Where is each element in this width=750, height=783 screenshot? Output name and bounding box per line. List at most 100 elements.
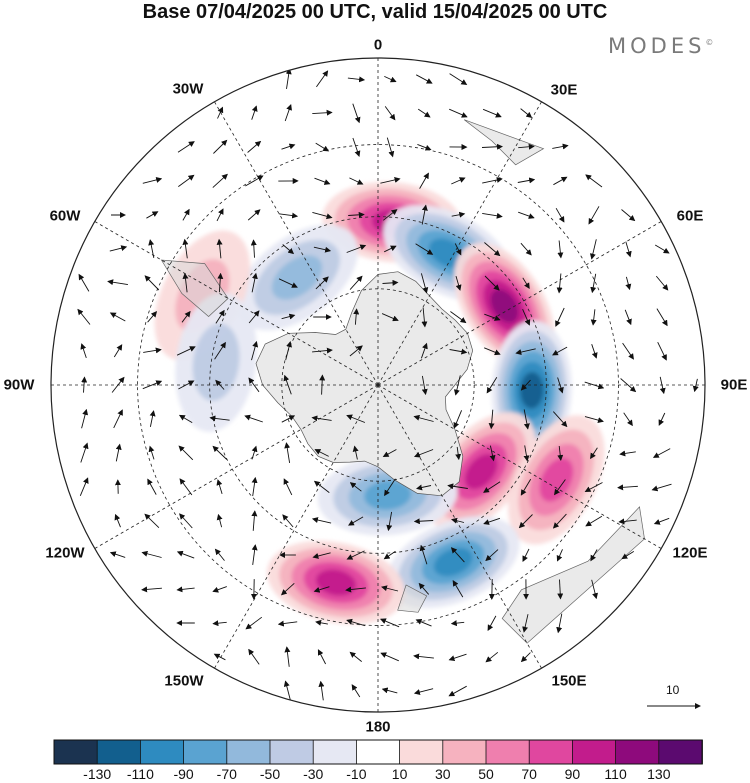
wind-arrow — [621, 209, 636, 222]
wind-arrow — [522, 614, 529, 633]
wind-arrow — [623, 412, 633, 427]
wind-arrow — [81, 376, 88, 393]
wind-arrow — [591, 579, 598, 600]
wind-arrow — [482, 212, 503, 219]
colorbar-tick-label: 50 — [478, 766, 494, 782]
wind-arrow — [415, 243, 434, 255]
wind-arrow — [283, 680, 291, 701]
wind-arrow — [176, 586, 195, 593]
wind-arrow — [552, 411, 568, 428]
wind-arrow — [148, 239, 155, 258]
wind-arrow — [487, 615, 497, 631]
wind-arrow — [283, 374, 292, 395]
wind-arrow — [552, 143, 569, 150]
positive-center-indian-ocean-level-5 — [490, 289, 519, 323]
wind-arrow — [282, 244, 295, 255]
colorbar-segment — [139, 739, 185, 765]
wind-arrow — [353, 308, 360, 325]
wind-arrow — [349, 482, 362, 492]
wind-arrow — [520, 379, 531, 391]
wind-arrow — [417, 108, 431, 118]
wind-arrow — [418, 582, 430, 595]
wind-arrow — [182, 272, 189, 293]
colorbar-segment — [572, 739, 617, 765]
wind-arrow — [213, 139, 228, 154]
brand-mark: © — [705, 38, 714, 47]
wind-arrow — [383, 550, 396, 560]
wind-arrow — [556, 549, 563, 562]
wind-arrow — [277, 620, 298, 627]
wind-arrow — [216, 513, 223, 528]
colorbar-segment — [312, 739, 358, 765]
wind-arrow — [217, 106, 224, 119]
graticule — [51, 58, 705, 712]
wind-arrow — [552, 346, 568, 356]
wind-arrow — [415, 74, 433, 84]
meridian-line — [94, 221, 379, 386]
colorbar-segment — [399, 739, 444, 765]
wind-arrow — [178, 380, 195, 390]
wind-arrow — [652, 448, 671, 458]
meridian-line — [377, 221, 662, 386]
wind-arrow — [382, 279, 399, 286]
wind-arrow — [449, 348, 468, 355]
wind-arrow — [452, 580, 464, 598]
wind-arrow — [78, 273, 90, 292]
wind-arrow — [81, 408, 89, 429]
wind-arrow — [584, 381, 605, 390]
wind-arrow — [176, 550, 195, 559]
wind-arrow — [420, 273, 429, 294]
longitude-label-120e: 120E — [672, 544, 708, 562]
wind-arrow — [284, 442, 291, 463]
wind-arrow — [481, 143, 503, 150]
wind-arrow — [77, 308, 91, 325]
wind-arrow — [381, 313, 399, 322]
colorbar-segment — [442, 739, 487, 765]
wind-arrow — [313, 586, 330, 593]
wind-arrow — [553, 176, 568, 186]
wind-arrow — [386, 137, 395, 158]
wind-arrow — [349, 275, 363, 290]
wind-arrow — [381, 687, 398, 694]
wind-arrow — [658, 412, 666, 426]
wind-arrow — [248, 377, 260, 393]
longitude-label-90e: 90E — [720, 376, 748, 394]
wind-arrow — [421, 375, 428, 396]
wind-arrow — [149, 410, 156, 427]
colorbar — [53, 739, 703, 765]
wind-arrow — [588, 206, 600, 225]
wind-arrow — [692, 378, 699, 393]
wind-arrow — [383, 209, 398, 221]
wind-arrow — [313, 480, 330, 493]
wind-arrow — [655, 275, 669, 291]
wind-arrow — [147, 311, 158, 323]
wind-arrow — [148, 445, 155, 460]
wind-arrow — [317, 649, 327, 665]
wind-arrow — [314, 449, 329, 457]
wind-arrow — [419, 544, 428, 565]
wind-arrow — [311, 517, 332, 524]
negative-center-amundsen-level-1 — [192, 323, 240, 401]
wind-arrow — [212, 445, 228, 460]
wind-arrow — [345, 586, 366, 593]
wind-arrow — [413, 414, 434, 422]
wind-arrow — [178, 174, 195, 187]
wind-arrow — [348, 516, 364, 526]
wind-arrow — [416, 484, 432, 491]
wind-arrow — [142, 380, 163, 390]
longitude-label-60w: 60W — [49, 207, 81, 225]
wind-arrow — [485, 651, 499, 663]
wind-arrow — [413, 653, 434, 660]
wind-arrow — [620, 378, 637, 393]
wind-arrow — [382, 449, 397, 457]
wind-arrow — [79, 477, 89, 496]
colorbar-segment — [355, 739, 401, 765]
wind-arrow — [415, 619, 432, 627]
wind-arrow — [144, 275, 160, 291]
wind-arrow — [147, 478, 157, 495]
wind-arrow — [654, 244, 670, 254]
wind-arrow — [182, 238, 189, 259]
wind-arrow — [483, 481, 501, 493]
wind-arrow — [455, 446, 462, 461]
wind-arrow — [413, 449, 434, 458]
